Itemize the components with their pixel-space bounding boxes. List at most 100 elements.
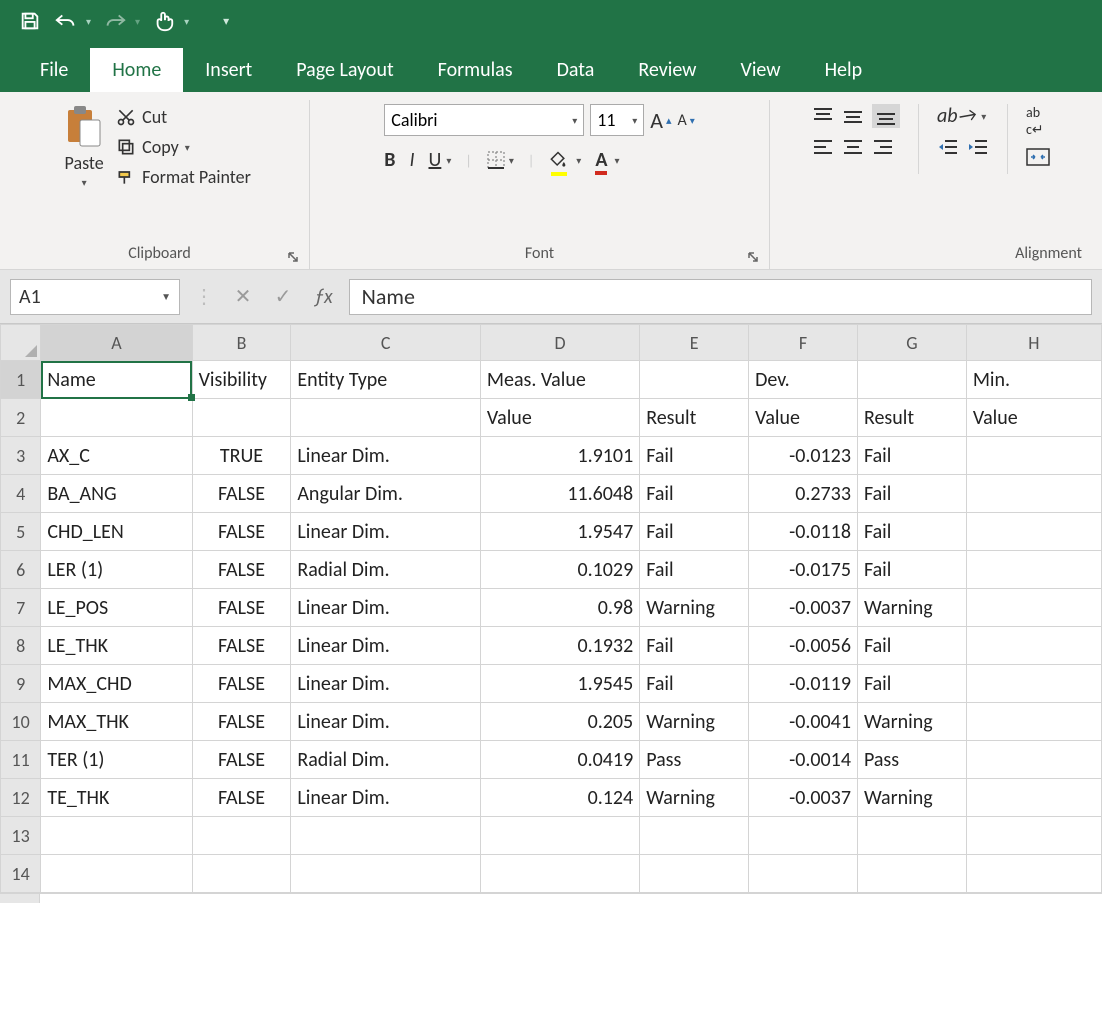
cell[interactable]: 0.98 bbox=[480, 589, 639, 627]
align-top-icon[interactable] bbox=[812, 104, 834, 128]
orientation-button[interactable]: ab↗▾ bbox=[937, 104, 986, 128]
cell[interactable]: Linear Dim. bbox=[291, 627, 481, 665]
cell[interactable]: Warning bbox=[640, 779, 749, 817]
cell[interactable]: Radial Dim. bbox=[291, 741, 481, 779]
font-color-button[interactable]: A ▾ bbox=[595, 148, 619, 172]
increase-indent-icon[interactable] bbox=[967, 138, 989, 156]
row-header[interactable]: 14 bbox=[1, 855, 41, 893]
tab-home[interactable]: Home bbox=[90, 48, 183, 92]
cell[interactable]: 1.9545 bbox=[480, 665, 639, 703]
align-bottom-icon[interactable] bbox=[872, 104, 900, 128]
cell[interactable]: Radial Dim. bbox=[291, 551, 481, 589]
paste-button[interactable]: Paste ▾ bbox=[64, 104, 104, 189]
cell[interactable]: Linear Dim. bbox=[291, 703, 481, 741]
align-middle-icon[interactable] bbox=[842, 104, 864, 128]
name-box[interactable]: A1 ▼ bbox=[10, 279, 180, 315]
cell[interactable]: Meas. Value bbox=[480, 361, 639, 399]
cell[interactable]: TRUE bbox=[192, 437, 291, 475]
cell[interactable]: -0.0037 bbox=[749, 589, 858, 627]
bold-button[interactable]: B bbox=[384, 148, 395, 172]
cell[interactable]: Entity Type bbox=[291, 361, 481, 399]
cell[interactable] bbox=[291, 817, 481, 855]
cell[interactable]: -0.0037 bbox=[749, 779, 858, 817]
cell[interactable] bbox=[966, 665, 1101, 703]
cell[interactable]: 0.124 bbox=[480, 779, 639, 817]
cell[interactable] bbox=[480, 855, 639, 893]
cell[interactable]: Visibility bbox=[192, 361, 291, 399]
cell[interactable] bbox=[749, 817, 858, 855]
row-header[interactable]: 8 bbox=[1, 627, 41, 665]
align-right-icon[interactable] bbox=[872, 138, 894, 156]
cell[interactable]: Linear Dim. bbox=[291, 437, 481, 475]
cell[interactable]: Fail bbox=[857, 437, 966, 475]
cell[interactable]: Fail bbox=[640, 475, 749, 513]
cell[interactable]: Fail bbox=[857, 627, 966, 665]
row-header[interactable]: 3 bbox=[1, 437, 41, 475]
cell[interactable] bbox=[966, 589, 1101, 627]
cell[interactable] bbox=[857, 361, 966, 399]
cell[interactable]: FALSE bbox=[192, 779, 291, 817]
cell[interactable]: Fail bbox=[640, 437, 749, 475]
col-header[interactable]: D bbox=[480, 325, 639, 361]
cell[interactable]: Value bbox=[480, 399, 639, 437]
font-name-combo[interactable]: Calibri ▾ bbox=[384, 104, 584, 136]
cell[interactable]: Min. bbox=[966, 361, 1101, 399]
touch-mode-icon[interactable] bbox=[152, 9, 176, 33]
cell[interactable]: -0.0123 bbox=[749, 437, 858, 475]
cell[interactable]: FALSE bbox=[192, 589, 291, 627]
italic-button[interactable]: I bbox=[409, 148, 414, 172]
formula-input[interactable]: Name bbox=[349, 279, 1092, 315]
cell[interactable]: FALSE bbox=[192, 665, 291, 703]
cell[interactable]: Warning bbox=[857, 589, 966, 627]
paste-dropdown-icon[interactable]: ▾ bbox=[82, 176, 87, 189]
cell[interactable]: MAX_THK bbox=[41, 703, 192, 741]
cell[interactable]: LER (1) bbox=[41, 551, 192, 589]
cut-button[interactable]: Cut bbox=[112, 104, 255, 130]
wrap-text-icon[interactable]: abc↵ bbox=[1026, 104, 1044, 138]
cell[interactable]: Value bbox=[966, 399, 1101, 437]
cell[interactable]: Linear Dim. bbox=[291, 779, 481, 817]
cell[interactable]: 0.0419 bbox=[480, 741, 639, 779]
cell[interactable]: LE_POS bbox=[41, 589, 192, 627]
cell[interactable] bbox=[966, 513, 1101, 551]
cell[interactable] bbox=[291, 399, 481, 437]
cell[interactable]: AX_C bbox=[41, 437, 192, 475]
align-center-icon[interactable] bbox=[842, 138, 864, 156]
cell[interactable] bbox=[966, 779, 1101, 817]
cell[interactable] bbox=[966, 551, 1101, 589]
tab-help[interactable]: Help bbox=[803, 48, 885, 92]
borders-button[interactable]: ▾ bbox=[486, 150, 514, 170]
cell[interactable] bbox=[966, 741, 1101, 779]
cell[interactable]: TE_THK bbox=[41, 779, 192, 817]
increase-font-icon[interactable]: A▴ bbox=[650, 107, 671, 134]
cell[interactable]: TER (1) bbox=[41, 741, 192, 779]
cell[interactable] bbox=[480, 817, 639, 855]
cell[interactable] bbox=[640, 361, 749, 399]
cell[interactable]: Warning bbox=[640, 589, 749, 627]
cell[interactable] bbox=[966, 437, 1101, 475]
cell[interactable]: Fail bbox=[640, 627, 749, 665]
cell[interactable]: BA_ANG bbox=[41, 475, 192, 513]
row-header[interactable]: 1 bbox=[1, 361, 41, 399]
tab-file[interactable]: File bbox=[18, 48, 90, 92]
cell[interactable] bbox=[41, 817, 192, 855]
row-header[interactable]: 12 bbox=[1, 779, 41, 817]
cell[interactable]: 0.205 bbox=[480, 703, 639, 741]
cell[interactable]: Dev. bbox=[749, 361, 858, 399]
underline-button[interactable]: U▾ bbox=[428, 148, 451, 172]
cell[interactable]: Warning bbox=[640, 703, 749, 741]
cell[interactable]: FALSE bbox=[192, 551, 291, 589]
font-launcher-icon[interactable] bbox=[747, 251, 759, 263]
cell[interactable]: Angular Dim. bbox=[291, 475, 481, 513]
cell[interactable] bbox=[41, 855, 192, 893]
col-header[interactable]: B bbox=[192, 325, 291, 361]
cell[interactable]: 1.9547 bbox=[480, 513, 639, 551]
cell[interactable]: Warning bbox=[857, 703, 966, 741]
cell[interactable]: FALSE bbox=[192, 475, 291, 513]
cell[interactable]: FALSE bbox=[192, 703, 291, 741]
cell[interactable] bbox=[291, 855, 481, 893]
col-header[interactable]: E bbox=[640, 325, 749, 361]
enter-icon[interactable]: ✓ bbox=[268, 284, 298, 309]
cell[interactable]: Result bbox=[640, 399, 749, 437]
cell[interactable]: Fail bbox=[857, 513, 966, 551]
